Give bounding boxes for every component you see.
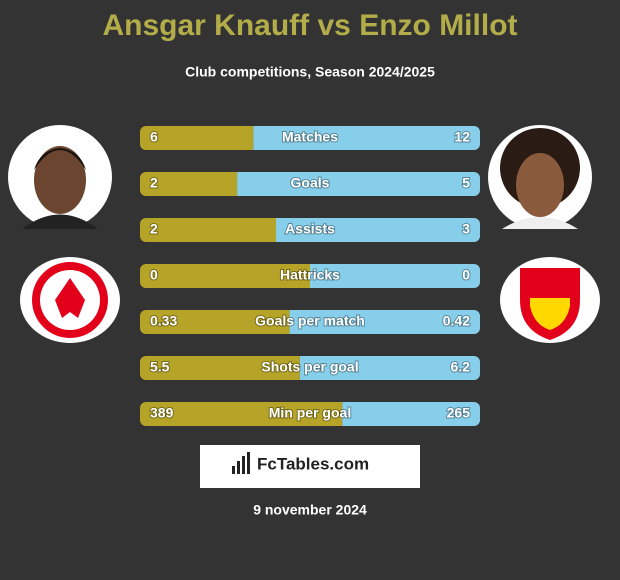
right-bar xyxy=(310,264,480,288)
stat-row xyxy=(140,218,480,242)
right-player-photo xyxy=(488,125,592,229)
right-bar xyxy=(299,356,480,380)
stat-row xyxy=(140,264,480,288)
right-bar xyxy=(253,126,480,150)
left-club-logo xyxy=(20,257,120,343)
left-value: 0 xyxy=(150,267,158,283)
date: 9 november 2024 xyxy=(253,502,367,518)
left-bar xyxy=(140,218,276,242)
left-value: 6 xyxy=(150,129,158,145)
stat-row xyxy=(140,310,480,334)
stat-label: Goals per match xyxy=(255,313,365,329)
right-value: 0.42 xyxy=(443,313,470,329)
right-bar xyxy=(289,310,480,334)
right-value: 265 xyxy=(447,405,471,421)
stat-label: Goals xyxy=(291,175,330,191)
right-value: 6.2 xyxy=(451,359,471,375)
left-value: 2 xyxy=(150,175,158,191)
right-value: 5 xyxy=(462,175,470,191)
left-bar xyxy=(140,126,254,150)
stat-label: Min per goal xyxy=(269,405,351,421)
stat-row xyxy=(140,126,480,150)
left-bar xyxy=(140,172,238,196)
stat-rows: 6 Matches 12 2 Goals 5 2 Assists 3 0 Hattricks 0 0.3… xyxy=(140,126,480,426)
title: Ansgar Knauff vs Enzo Millot xyxy=(102,9,517,42)
right-club-logo xyxy=(500,257,600,343)
right-bar xyxy=(276,218,480,242)
brand-box xyxy=(200,445,420,488)
left-bar xyxy=(140,402,343,426)
left-bar xyxy=(140,264,310,288)
left-player-photo xyxy=(8,125,112,229)
stat-row xyxy=(140,172,480,196)
left-value: 5.5 xyxy=(150,359,170,375)
right-bar xyxy=(237,172,480,196)
left-value: 0.33 xyxy=(150,313,177,329)
left-value: 389 xyxy=(150,405,174,421)
stat-label: Matches xyxy=(282,129,338,145)
stat-label: Hattricks xyxy=(280,267,340,283)
subtitle: Club competitions, Season 2024/2025 xyxy=(185,64,435,80)
left-bar xyxy=(140,356,300,380)
brand: FcTables.com xyxy=(257,454,369,473)
stat-label: Assists xyxy=(285,221,335,237)
right-bar xyxy=(342,402,480,426)
stat-label: Shots per goal xyxy=(261,359,358,375)
right-value: 0 xyxy=(462,267,470,283)
stat-row xyxy=(140,356,480,380)
left-value: 2 xyxy=(150,221,158,237)
brand-icon xyxy=(232,452,250,474)
left-bar xyxy=(140,310,290,334)
right-value: 3 xyxy=(462,221,470,237)
stat-row xyxy=(140,402,480,426)
right-value: 12 xyxy=(454,129,470,145)
